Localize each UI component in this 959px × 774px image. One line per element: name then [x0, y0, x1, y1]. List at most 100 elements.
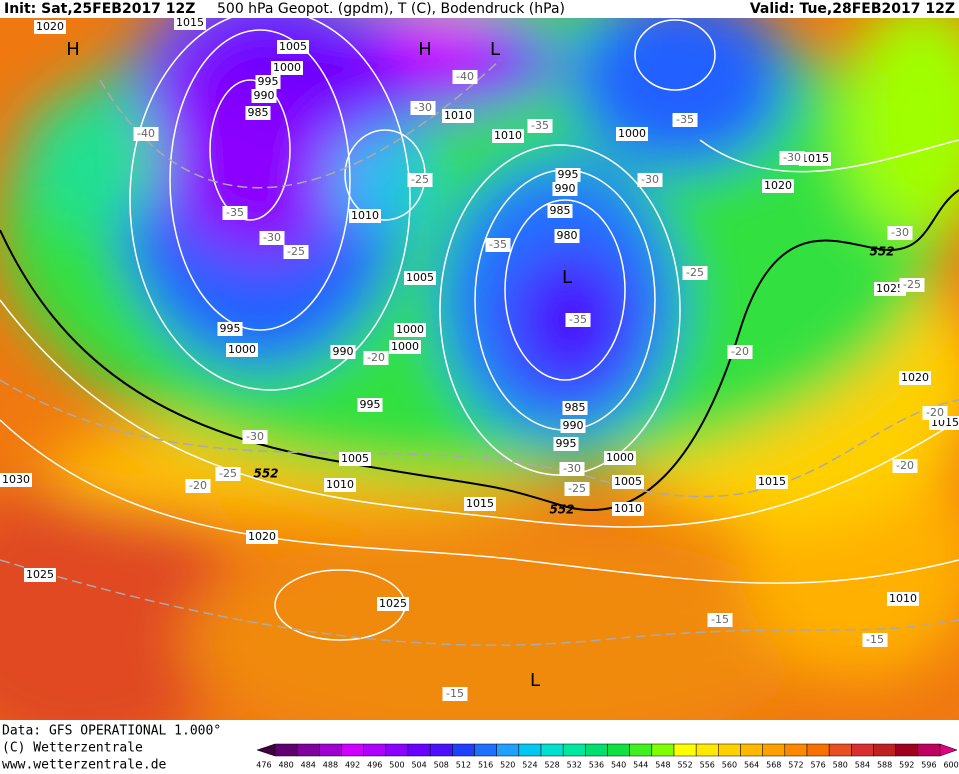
isobar-label-box [174, 18, 206, 30]
isobar-label: 1010 [351, 209, 379, 222]
pressure-center: H [418, 39, 432, 60]
temperature-label-box [672, 113, 698, 127]
valid-time: Valid: Tue,28FEB2017 12Z [750, 1, 955, 17]
isobar-label: 1020 [36, 20, 64, 33]
colorbar-cell [695, 743, 719, 757]
temperature-label: -40 [137, 127, 155, 140]
isobar-label-box [442, 109, 474, 123]
colorbar-label: 484 [301, 761, 316, 770]
isobar-label: 1015 [758, 475, 786, 488]
isobar-label: 1015 [801, 152, 829, 165]
temperature-label-box [242, 430, 268, 444]
isobar-label: 985 [565, 401, 586, 414]
isobar-label-box [612, 502, 644, 516]
colorbar-cell [585, 743, 608, 757]
colorbar-end [939, 743, 958, 757]
isobar-label: 1000 [396, 323, 424, 336]
isobar-label: 995 [220, 322, 241, 335]
isobar-label: 995 [258, 75, 279, 88]
colorbar-cell [784, 743, 808, 757]
colorbar-cell [474, 743, 497, 757]
temperature-label-box [407, 173, 433, 187]
isobar-label-box [377, 597, 409, 611]
colorbar-label: 496 [367, 761, 382, 770]
isobar-label: 1020 [901, 371, 929, 384]
colorbar-cell [740, 743, 763, 757]
temperature-label: -25 [411, 173, 429, 186]
colorbar-label: 544 [633, 761, 648, 770]
temperature-label-box [452, 70, 478, 84]
isobar-label-box [330, 345, 356, 359]
colorbar-cell [651, 743, 675, 757]
height-label: 552 [869, 245, 894, 259]
temperature-label: -25 [686, 266, 704, 279]
pressure-center: L [490, 39, 500, 60]
isobar-label: 1000 [391, 340, 419, 353]
colorbar-label: 596 [921, 761, 936, 770]
isobar-label: 1010 [889, 592, 917, 605]
colorbar-label: 564 [744, 761, 759, 770]
isobar-label: 1025 [26, 568, 54, 581]
colorbar-label: 556 [700, 761, 715, 770]
isobar-label: 990 [333, 345, 354, 358]
temperature-label: -20 [926, 406, 944, 419]
temperature-label-box [682, 266, 708, 280]
colorbar-label: 536 [589, 761, 604, 770]
temperature-label: -15 [866, 633, 884, 646]
temperature-label: -35 [676, 113, 694, 126]
isobar-label: 1010 [444, 109, 472, 122]
temperature-label-box [259, 231, 285, 245]
colorbar-cell [518, 743, 542, 757]
isobar-label-box [271, 61, 303, 75]
temperature-label-box [892, 459, 918, 473]
isobar-label: 990 [254, 89, 275, 102]
isobar-label-box [24, 568, 56, 582]
temperature-label: -30 [563, 462, 581, 475]
temperature-label-box [727, 345, 753, 359]
colorbar-cell [673, 743, 697, 757]
temperature-label-box [922, 406, 948, 420]
colorbar-label: 516 [478, 761, 493, 770]
colorbar-label: 588 [877, 761, 892, 770]
temperature-label-box [559, 462, 585, 476]
isobar-label-box [226, 343, 258, 357]
isobar-label: 990 [563, 419, 584, 432]
colorbar-label: 560 [722, 761, 737, 770]
isobar-label-box [887, 592, 919, 606]
colorbar-label: 548 [655, 761, 670, 770]
colorbar-label: 528 [544, 761, 559, 770]
colorbar-label: 576 [810, 761, 825, 770]
temperature-label-box [215, 467, 241, 481]
temperature-label: -30 [246, 430, 264, 443]
isobar-label-box [251, 89, 277, 103]
temperature-label: -20 [189, 479, 207, 492]
temperature-label: -30 [783, 151, 801, 164]
colorbar-label: 552 [677, 761, 692, 770]
temperature-label: -20 [731, 345, 749, 358]
pressure-center: L [530, 670, 540, 691]
temperature-label-box [564, 482, 590, 496]
isobar-label-box [612, 475, 644, 489]
isobar-label-box [492, 129, 524, 143]
temperature-label-box [527, 119, 553, 133]
isobar-label: 1005 [279, 40, 307, 53]
temperature-label-box [485, 238, 511, 252]
temperature-label: -15 [446, 687, 464, 700]
temperature-label: -25 [568, 482, 586, 495]
colorbar-label: 532 [567, 761, 582, 770]
colorbar-cell [341, 743, 364, 757]
colorbar-cell [452, 743, 475, 757]
init-time: Init: Sat,25FEB2017 12Z [4, 1, 195, 17]
temperature-label-box [707, 613, 733, 627]
colorbar-cell [828, 743, 852, 757]
temperature-label: -35 [569, 313, 587, 326]
colorbar-cell [407, 743, 431, 757]
isobar-label: 1000 [228, 343, 256, 356]
colorbar: 476 480 484 488 492 496 500 504 508 512 516 520 524 5… [256, 743, 959, 770]
colorbar-label: 508 [434, 761, 449, 770]
temperature-label-box [133, 127, 159, 141]
colorbar-cell [429, 743, 453, 757]
temperature-label-box [862, 633, 888, 647]
